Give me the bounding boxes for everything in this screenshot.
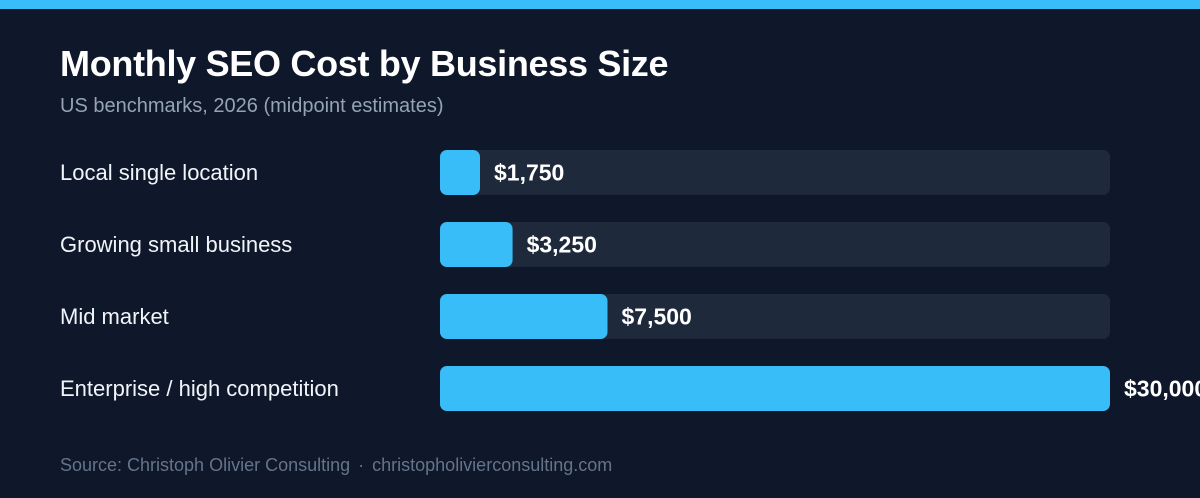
source-separator: ·: [358, 455, 365, 475]
category-label: Growing small business: [60, 232, 292, 257]
top-accent-bar: [0, 0, 1200, 9]
source-website[interactable]: christopholivierconsulting.com: [372, 455, 613, 475]
bar-chart: Local single location $1,750 Growing small…: [0, 140, 1200, 430]
value-label: $30,000: [1124, 376, 1200, 402]
category-label: Enterprise / high competition: [60, 376, 339, 401]
chart-title: Monthly SEO Cost by Business Size: [60, 43, 669, 84]
value-label: $1,750: [494, 160, 564, 186]
value-label: $3,250: [527, 232, 597, 258]
bar: [440, 366, 1110, 411]
bar-track: [440, 150, 1110, 195]
category-label: Mid market: [60, 304, 169, 329]
bar-track: [440, 222, 1110, 267]
value-label: $7,500: [622, 304, 692, 330]
chart-subtitle: US benchmarks, 2026 (midpoint estimates): [60, 95, 444, 117]
bar: [440, 150, 480, 195]
category-label: Local single location: [60, 160, 258, 185]
bar: [440, 294, 608, 339]
source-credit: Source: Christoph Olivier Consulting: [60, 455, 351, 475]
bar: [440, 222, 513, 267]
chart-source: Source: Christoph Olivier Consulting · chr…: [60, 453, 612, 477]
bar-chart-svg: Local single location $1,750 Growing small…: [60, 150, 1200, 411]
